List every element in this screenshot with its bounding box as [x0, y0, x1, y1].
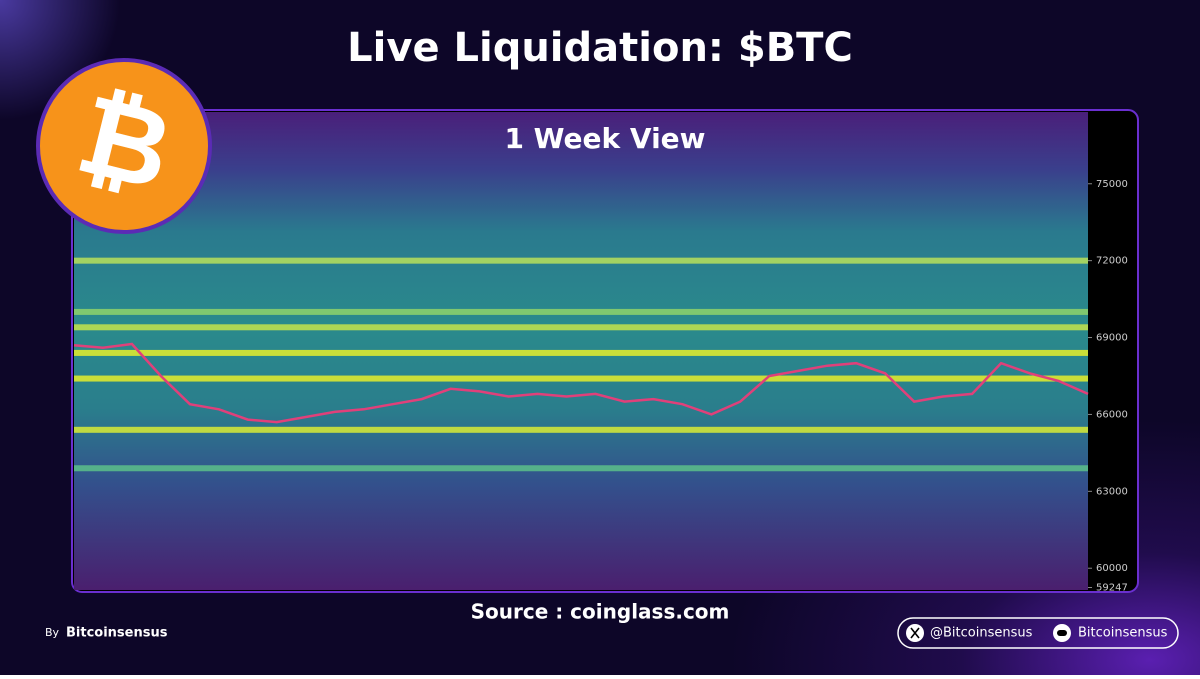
- bitcoin-logo: [36, 58, 212, 234]
- discord-handle[interactable]: Bitcoinsensus: [1078, 626, 1168, 641]
- discord-glyph: [1057, 630, 1067, 636]
- source: Source : coinglass.com: [471, 600, 730, 624]
- y-tick-label: 59247: [1096, 583, 1128, 594]
- price-line: [73, 342, 1089, 424]
- y-tick-label: 69000: [1096, 333, 1128, 344]
- x-glyph: [910, 627, 920, 639]
- by-label: By: [45, 626, 60, 639]
- y-tick-label: 75000: [1096, 179, 1128, 190]
- liquidation-band: [74, 349, 1088, 356]
- y-tick-label: 60000: [1096, 563, 1128, 574]
- y-tick-label: 66000: [1096, 409, 1128, 420]
- y-tick-label: 63000: [1096, 486, 1128, 497]
- social-pill: [897, 617, 1179, 649]
- liquidation-band: [74, 324, 1088, 331]
- liquidation-band: [74, 426, 1088, 433]
- author: Bitcoinsensus: [66, 626, 168, 641]
- y-tick-label: 72000: [1096, 256, 1128, 267]
- subtitle: 1 Week View: [504, 122, 705, 155]
- liquidation-band: [74, 375, 1088, 382]
- liquidation-band: [74, 257, 1088, 264]
- liquidation-band: [74, 308, 1088, 315]
- title: Live Liquidation: $BTC: [347, 25, 853, 71]
- liquidation-band: [74, 465, 1088, 472]
- twitter-handle[interactable]: @Bitcoinsensus: [930, 626, 1033, 641]
